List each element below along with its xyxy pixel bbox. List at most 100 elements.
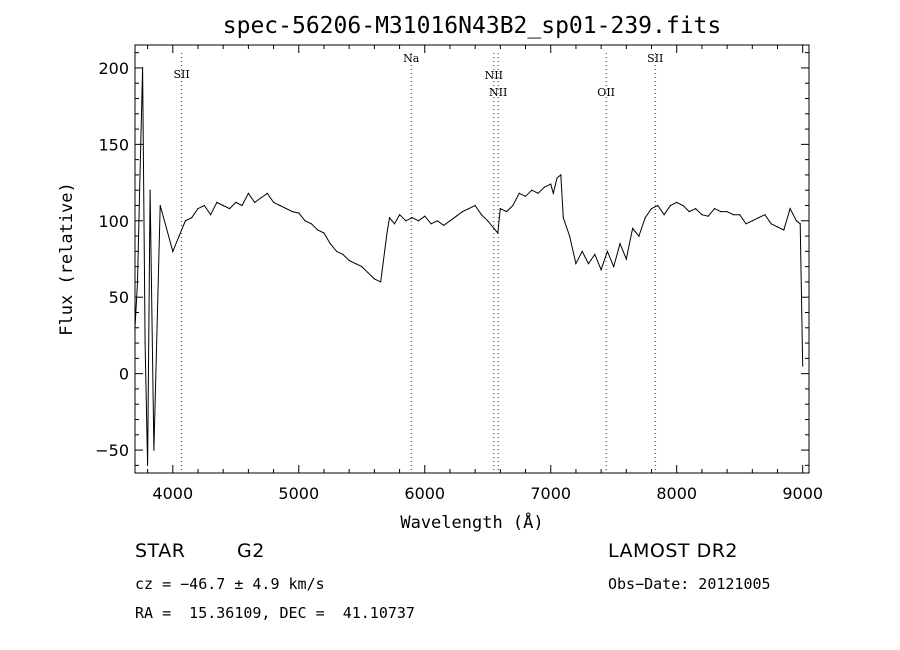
data-point: [707, 215, 709, 217]
data-point: [417, 220, 420, 222]
y-tick-label: 200: [98, 59, 129, 78]
data-point: [669, 204, 672, 207]
data-point: [273, 201, 275, 203]
data-point: [587, 263, 590, 265]
data-point: [552, 192, 554, 194]
data-point: [247, 192, 249, 194]
data-point: [688, 211, 690, 213]
data-point: [304, 220, 306, 222]
data-point: [159, 204, 161, 207]
data-point: [663, 214, 665, 216]
series-line-0: [134, 67, 804, 466]
data-point: [153, 449, 155, 451]
data-point: [336, 250, 338, 252]
marker-label-nii: NII: [485, 69, 503, 82]
data-point: [391, 220, 393, 222]
data-point: [279, 204, 281, 207]
data-point: [701, 214, 703, 216]
data-point: [367, 272, 369, 274]
data-point: [222, 204, 224, 207]
data-point: [480, 214, 482, 216]
data-point: [285, 208, 287, 210]
x-tick-label: 9000: [782, 484, 823, 503]
data-point: [436, 220, 438, 222]
data-point: [543, 186, 546, 188]
data-point: [342, 253, 344, 255]
data-point: [569, 235, 571, 237]
marker-label-nii: NII: [489, 86, 507, 99]
data-point: [399, 214, 401, 216]
data-point: [354, 263, 357, 265]
data-point: [497, 232, 499, 234]
sky-coordinates: RA = 15.36109, DEC = 41.10737: [135, 604, 415, 622]
data-point: [506, 211, 508, 213]
data-point: [178, 235, 180, 237]
data-point: [449, 220, 451, 222]
object-class: STAR: [135, 540, 186, 562]
data-point: [795, 220, 798, 222]
data-point: [462, 211, 464, 213]
data-point: [606, 250, 609, 252]
data-point: [581, 250, 583, 252]
data-point: [600, 269, 602, 271]
marker-label-oii: OII: [597, 86, 615, 99]
data-point: [184, 220, 186, 222]
data-point: [317, 229, 319, 231]
data-point: [393, 223, 396, 225]
data-point: [531, 189, 533, 191]
data-point: [361, 266, 363, 268]
survey-name: LAMOST DR2: [608, 540, 738, 562]
data-point: [613, 266, 615, 268]
data-point: [430, 223, 432, 225]
marker-label-na: Na: [403, 52, 420, 65]
data-point: [745, 223, 747, 225]
data-point: [556, 177, 558, 179]
data-point: [139, 174, 141, 176]
data-point: [799, 223, 801, 225]
data-point: [770, 223, 772, 225]
data-point: [518, 192, 520, 194]
data-point: [291, 211, 294, 213]
x-tick-label: 4000: [152, 484, 193, 503]
data-point: [474, 204, 476, 207]
x-axis-label: Wavelength (Å): [400, 511, 543, 533]
data-point: [758, 217, 760, 219]
data-point: [388, 217, 391, 219]
data-point: [625, 258, 627, 260]
data-point: [650, 208, 653, 210]
data-point: [191, 217, 193, 219]
data-point: [512, 204, 514, 207]
data-point: [210, 214, 212, 216]
data-point: [499, 208, 501, 210]
data-point: [632, 227, 634, 229]
data-point: [537, 192, 539, 194]
data-point: [764, 214, 766, 216]
data-point: [783, 229, 785, 231]
data-point: [266, 192, 268, 194]
data-point: [197, 208, 199, 210]
data-point: [149, 189, 151, 191]
data-point: [386, 232, 388, 234]
spectral-line-markers: SII Na NII NII OII SII: [173, 52, 663, 473]
data-point: [575, 263, 577, 265]
data-point: [405, 220, 407, 222]
y-axis-label: Flux (relative): [57, 182, 77, 336]
data-point: [550, 183, 552, 185]
x-tick-label: 8000: [656, 484, 697, 503]
data-point: [594, 253, 596, 255]
data-point: [682, 204, 684, 207]
redshift-velocity: cz = −46.7 ± 4.9 km/s: [135, 575, 325, 593]
y-tick-label: 150: [98, 135, 129, 154]
data-point: [147, 464, 149, 466]
data-point: [676, 201, 678, 203]
data-point: [443, 224, 445, 226]
data-point: [298, 212, 300, 214]
data-point: [455, 215, 457, 217]
y-tick-label: 0: [119, 365, 129, 384]
data-point: [241, 204, 243, 207]
data-point: [713, 208, 716, 210]
y-tick-label: 100: [98, 212, 129, 231]
data-point: [638, 235, 640, 237]
data-point: [739, 214, 741, 216]
